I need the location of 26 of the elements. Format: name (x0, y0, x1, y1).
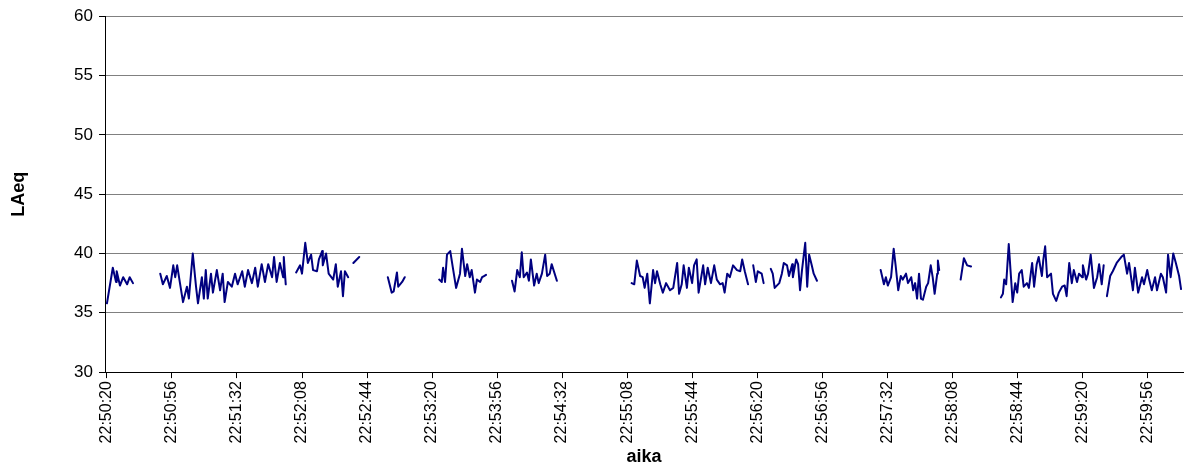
x-axis-title: aika (626, 446, 663, 467)
y-tick-label: 45 (74, 183, 93, 203)
x-tick-label: 22:59:20 (1072, 381, 1090, 444)
x-tick-label: 22:59:56 (1137, 381, 1155, 444)
x-tick-label: 22:50:56 (162, 381, 180, 444)
x-tick-label: 22:53:56 (487, 381, 505, 444)
x-tick-label: 22:54:32 (552, 381, 570, 444)
x-tick-label: 22:51:32 (227, 381, 245, 444)
x-tick-label: 22:55:44 (682, 381, 700, 444)
y-tick-label: 35 (74, 302, 93, 322)
x-tick-label: 22:56:20 (747, 381, 765, 444)
x-tick-label: 22:52:08 (292, 381, 310, 444)
x-tick-label: 22:53:20 (422, 381, 440, 444)
x-tick-label: 22:57:32 (877, 381, 895, 444)
x-tick-label: 22:58:08 (942, 381, 960, 444)
x-tick-label: 22:58:44 (1007, 381, 1025, 444)
x-tick-label: 22:52:44 (357, 381, 375, 444)
y-tick-label: 55 (74, 65, 93, 85)
y-tick-label: 50 (74, 124, 93, 144)
x-tick-label: 22:55:08 (617, 381, 635, 444)
x-tick-label: 22:56:56 (812, 381, 830, 444)
y-tick-label: 30 (74, 361, 93, 381)
y-tick-label: 40 (74, 243, 93, 263)
y-tick-label: 60 (74, 5, 93, 25)
x-tick-label: 22:50:20 (97, 381, 115, 444)
y-axis-title: LAeq (7, 171, 28, 217)
